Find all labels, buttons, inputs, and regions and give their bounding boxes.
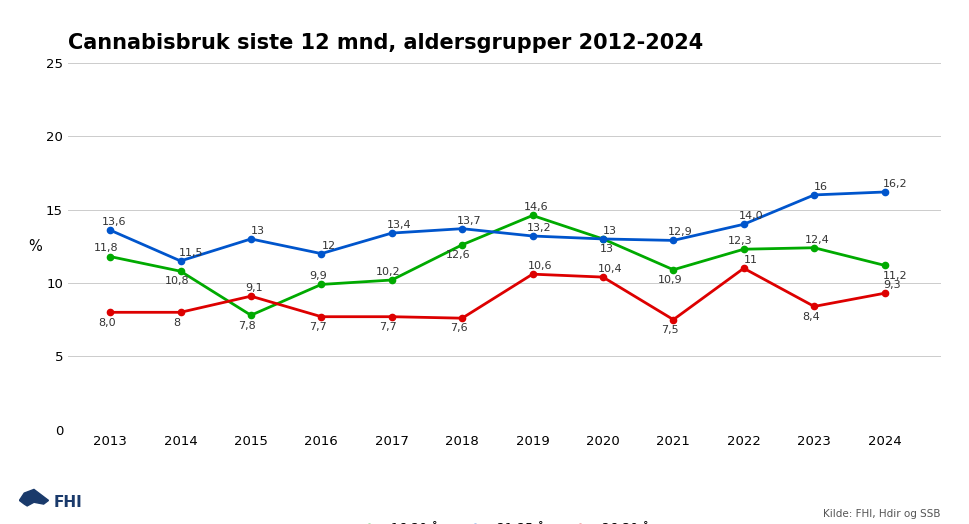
Text: Kilde: FHI, Hdir og SSB: Kilde: FHI, Hdir og SSB <box>823 509 940 519</box>
Y-axis label: %: % <box>28 239 42 254</box>
Text: 8,0: 8,0 <box>98 318 115 328</box>
Text: 13,4: 13,4 <box>386 220 411 230</box>
Text: 13: 13 <box>603 226 616 236</box>
Text: 7,7: 7,7 <box>309 322 327 332</box>
Text: 12: 12 <box>321 241 335 250</box>
Text: 9,9: 9,9 <box>309 271 327 281</box>
Text: 13,7: 13,7 <box>456 215 481 226</box>
Text: 7,5: 7,5 <box>660 325 678 335</box>
Text: 10,8: 10,8 <box>165 277 189 287</box>
Text: 12,4: 12,4 <box>804 235 829 245</box>
Text: 11,8: 11,8 <box>94 244 119 254</box>
Text: Cannabisbruk siste 12 mnd, aldersgrupper 2012-2024: Cannabisbruk siste 12 mnd, aldersgrupper… <box>68 33 703 53</box>
Text: 12,3: 12,3 <box>727 236 752 246</box>
Text: 10,4: 10,4 <box>597 264 622 274</box>
Text: FHI: FHI <box>53 495 82 510</box>
Text: 16: 16 <box>813 182 828 192</box>
Text: 12,9: 12,9 <box>668 227 692 237</box>
Text: 11,5: 11,5 <box>178 248 203 258</box>
Text: 16,2: 16,2 <box>882 179 907 189</box>
Polygon shape <box>19 489 48 506</box>
Text: 13: 13 <box>251 226 265 236</box>
Text: 13,2: 13,2 <box>527 223 551 233</box>
Text: 8: 8 <box>173 318 180 328</box>
Text: 13: 13 <box>599 244 612 254</box>
Text: 13,6: 13,6 <box>102 217 126 227</box>
Text: 7,6: 7,6 <box>450 323 467 333</box>
Text: 9,1: 9,1 <box>245 283 263 293</box>
Text: 7,7: 7,7 <box>379 322 396 332</box>
Text: 14,6: 14,6 <box>523 202 547 212</box>
Text: 10,2: 10,2 <box>376 267 400 277</box>
Text: 10,6: 10,6 <box>527 261 551 271</box>
Legend: 16-20 år, 21-25 år, 26-30 år: 16-20 år, 21-25 år, 26-30 år <box>348 517 660 524</box>
Text: 14,0: 14,0 <box>737 211 763 221</box>
Text: 7,8: 7,8 <box>238 321 256 331</box>
Text: 11: 11 <box>743 255 757 265</box>
Text: 8,4: 8,4 <box>801 312 819 322</box>
Text: 10,9: 10,9 <box>657 275 681 285</box>
Text: 12,6: 12,6 <box>446 250 471 260</box>
Text: 9,3: 9,3 <box>882 280 899 290</box>
Text: 11,2: 11,2 <box>882 270 907 281</box>
